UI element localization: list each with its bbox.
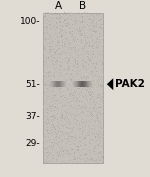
Text: PAK2: PAK2 [115,79,145,89]
Polygon shape [107,78,113,90]
Text: A: A [54,1,62,12]
Text: 29-: 29- [26,139,40,148]
Text: 100-: 100- [20,17,40,26]
Text: B: B [79,1,86,12]
Bar [43,13,103,163]
Text: 51-: 51- [25,80,40,89]
Text: 37-: 37- [25,112,40,121]
